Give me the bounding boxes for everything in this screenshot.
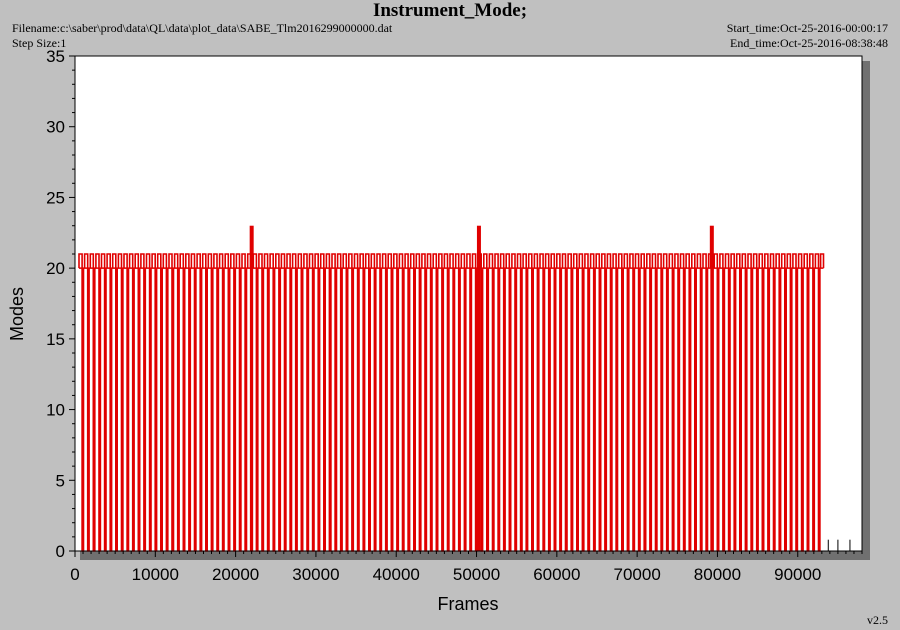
end-time-label: End_time:Oct-25-2016-08:38:48 (730, 36, 888, 50)
series-layer (78, 225, 851, 552)
x-tick-label: 10000 (132, 565, 179, 584)
x-tick-label: 50000 (453, 565, 500, 584)
y-tick-label: 35 (46, 47, 65, 66)
y-tick-label: 20 (46, 259, 65, 278)
filename-label: Filename:c:\saber\prod\data\QL\data\plot… (12, 21, 393, 35)
x-tick-label: 80000 (694, 565, 741, 584)
step-size-label: Step Size:1 (12, 36, 67, 50)
y-tick-label: 0 (56, 542, 65, 561)
x-tick-label: 40000 (373, 565, 420, 584)
y-tick-label: 15 (46, 330, 65, 349)
y-tick-label: 10 (46, 401, 65, 420)
series-spike (249, 225, 254, 269)
y-axis-title: Modes (7, 287, 27, 341)
y-tick-label: 5 (56, 471, 65, 490)
x-tick-label: 20000 (212, 565, 259, 584)
series-spike (709, 225, 714, 269)
series-line (78, 253, 825, 552)
x-tick-label: 60000 (533, 565, 580, 584)
plot-area (74, 55, 863, 552)
axis-layer: 0 5 10 15 20 25 30 35 0 10000 20000 30000 40000 50000… (46, 47, 863, 584)
x-axis-title: Frames (437, 594, 498, 614)
x-tick-label: 30000 (292, 565, 339, 584)
y-tick-label: 30 (46, 118, 65, 137)
series-spike (476, 225, 481, 269)
x-tick-label: 0 (70, 565, 79, 584)
x-tick-label: 70000 (614, 565, 661, 584)
version-label: v2.5 (867, 613, 888, 627)
chart-title: Instrument_Mode; (372, 0, 528, 21)
y-tick-label: 25 (46, 188, 65, 207)
start-time-label: Start_time:Oct-25-2016-00:00:17 (726, 21, 888, 35)
x-tick-label: 90000 (774, 565, 821, 584)
